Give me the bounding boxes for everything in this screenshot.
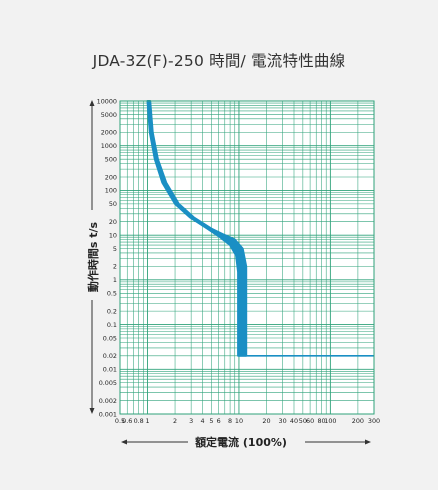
y-tick-label: 200 xyxy=(105,173,117,181)
y-tick-label: 2 xyxy=(113,263,117,271)
x-tick-label: 0.5 xyxy=(115,417,125,425)
y-tick-label: 0.002 xyxy=(99,397,117,405)
x-tick-label: 100 xyxy=(324,417,336,425)
x-tick-label: 5 xyxy=(209,417,213,425)
y-tick-label: 20 xyxy=(109,218,117,226)
x-tick-label: 60 xyxy=(306,417,314,425)
y-tick-label: 50 xyxy=(109,200,117,208)
y-axis-label: 動作時間s t/s xyxy=(86,221,100,292)
y-axis-arrowhead-up xyxy=(89,100,95,106)
y-tick-label: 2000 xyxy=(101,129,117,137)
y-tick-label: 0.05 xyxy=(103,334,117,342)
trip-curve-band xyxy=(146,100,248,357)
x-tick-label: 200 xyxy=(352,417,364,425)
x-tick-label: 40 xyxy=(290,417,298,425)
y-tick-label: 0.1 xyxy=(107,321,117,329)
chart-title: JDA-3Z(F)-250 時間/ 電流特性曲線 xyxy=(92,52,346,70)
y-tick-label: 0.2 xyxy=(107,307,117,315)
y-tick-label: 0.02 xyxy=(103,352,117,360)
y-tick-label: 10000 xyxy=(97,97,117,105)
x-tick-label: 50 xyxy=(299,417,307,425)
y-tick-label: 100 xyxy=(105,187,117,195)
y-tick-label: 5 xyxy=(113,245,117,253)
x-tick-label: 1 xyxy=(145,417,149,425)
y-axis-arrowhead-down xyxy=(89,408,95,414)
x-tick-label: 80 xyxy=(317,417,325,425)
x-tick-label: 6 xyxy=(217,417,221,425)
x-tick-label: 8 xyxy=(228,417,232,425)
y-tick-label: 1000 xyxy=(101,142,117,150)
x-tick-label: 300 xyxy=(368,417,380,425)
x-tick-label: 20 xyxy=(262,417,270,425)
x-axis-arrowhead-left xyxy=(121,439,127,445)
x-axis-arrowhead-right xyxy=(365,439,371,445)
x-tick-label: 4 xyxy=(201,417,205,425)
x-tick-label: 10 xyxy=(235,417,243,425)
plot-area xyxy=(120,101,374,414)
x-axis-label: 額定電流 (100%) xyxy=(194,435,287,449)
x-tick-label: 3 xyxy=(189,417,193,425)
y-tick-label: 5000 xyxy=(101,111,117,119)
y-tick-label: 1 xyxy=(113,276,117,284)
x-tick-label: 30 xyxy=(279,417,287,425)
y-tick-label: 10 xyxy=(109,231,117,239)
x-tick-label: 0.8 xyxy=(134,417,144,425)
y-tick-label: 0.005 xyxy=(99,379,117,387)
y-tick-label: 0.001 xyxy=(99,410,117,418)
y-tick-label: 500 xyxy=(105,155,117,163)
plot-border xyxy=(119,100,375,415)
x-tick-label: 2 xyxy=(173,417,177,425)
y-tick-label: 0.01 xyxy=(103,366,117,374)
y-tick-label: 0.5 xyxy=(107,290,117,298)
x-tick-label: 0.6 xyxy=(122,417,132,425)
